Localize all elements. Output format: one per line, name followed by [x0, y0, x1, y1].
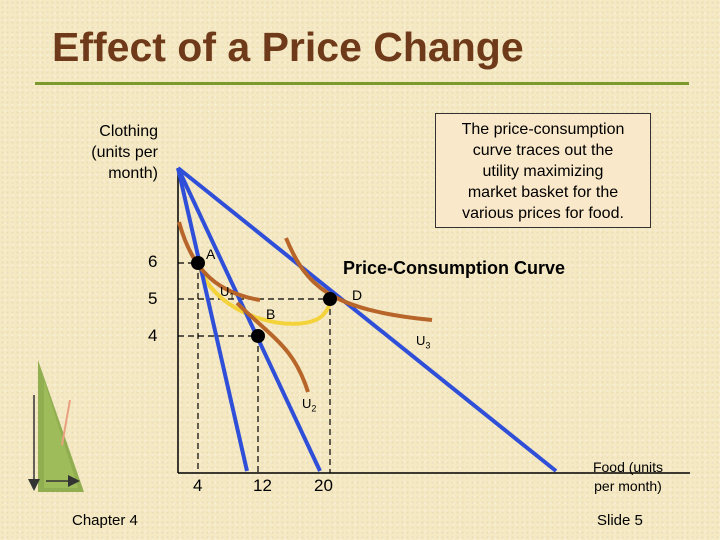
u3-label-sub: 3: [425, 340, 431, 351]
x-axis-label-line: per month): [594, 478, 662, 494]
slide-title: Effect of a Price Change: [52, 24, 524, 70]
x-tick-20: 20: [314, 476, 333, 495]
slide-number: Slide 5: [597, 512, 643, 529]
indifference-curve-u3: [284, 237, 433, 322]
budget-line-1: [176, 167, 249, 472]
point-b-marker: [251, 329, 265, 343]
y-axis-label-line: month): [108, 165, 158, 182]
u3-label-name: U: [416, 333, 426, 348]
point-a-marker: [191, 256, 205, 270]
y-tick-6: 6: [148, 252, 158, 271]
x-axis-label-line: Food (units: [592, 459, 664, 475]
u1-label: U1: [220, 284, 234, 302]
point-d-label: D: [352, 287, 363, 303]
note-line: various prices for food.: [462, 205, 624, 222]
u3-label: U3: [416, 333, 430, 351]
y-axis-label-line: Clothing: [99, 123, 158, 140]
title-divider: [35, 82, 689, 85]
explanation-note: The price-consumption curve traces out t…: [435, 113, 651, 228]
u1-label-sub: 1: [229, 291, 235, 302]
y-tick-5: 5: [148, 289, 158, 308]
note-line: utility maximizing: [482, 163, 604, 180]
u2-label-name: U: [302, 396, 312, 411]
decorative-triangle: [28, 360, 84, 492]
budget-line-3: [176, 166, 558, 473]
y-tick-4: 4: [148, 326, 158, 345]
x-axis-label: Food (units per month): [568, 458, 688, 496]
indifference-curve-u1: [177, 221, 261, 302]
y-axis-label: Clothing (units per month): [91, 121, 158, 184]
point-a-label: A: [206, 246, 216, 262]
pcc-label: Price-Consumption Curve: [343, 258, 566, 278]
budget-line-2: [176, 167, 322, 472]
point-d-marker: [323, 292, 337, 306]
u2-label-sub: 2: [311, 403, 317, 414]
x-tick-12: 12: [253, 476, 272, 495]
chapter-label: Chapter 4: [72, 512, 138, 529]
x-tick-4: 4: [193, 476, 203, 495]
u1-label-name: U: [220, 284, 230, 299]
point-b-label: B: [266, 306, 276, 322]
indifference-curve-u2: [235, 301, 310, 393]
note-line: curve traces out the: [472, 142, 614, 159]
u2-label: U2: [302, 396, 316, 414]
y-axis-label-line: (units per: [91, 144, 158, 161]
note-line: market basket for the: [467, 184, 619, 201]
note-line: The price-consumption: [461, 121, 625, 138]
